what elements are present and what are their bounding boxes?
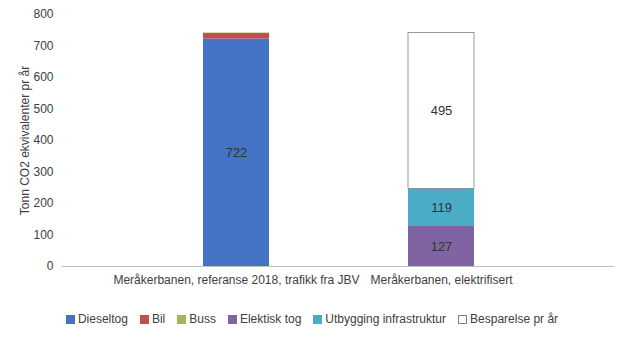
svg-text:495: 495 xyxy=(431,103,453,118)
svg-text:Meråkerbanen, elektrifisert: Meråkerbanen, elektrifisert xyxy=(370,273,513,287)
html-text:Bil: Bil xyxy=(151,312,166,326)
svg-text:127: 127 xyxy=(431,239,453,254)
svg-text:800: 800 xyxy=(33,7,53,21)
html-text:Besparelse pr år: Besparelse pr år xyxy=(470,312,559,326)
svg-text:500: 500 xyxy=(33,102,53,116)
svg-text:600: 600 xyxy=(33,70,53,84)
html-text:Dieseltog: Dieseltog xyxy=(77,312,128,326)
svg-text:Tonn CO2 ekvivalenter pr år: Tonn CO2 ekvivalenter pr år xyxy=(18,66,32,215)
svg-text:Meråkerbanen, referanse 2018,: Meråkerbanen, referanse 2018, trafikk fr… xyxy=(113,273,359,287)
svg-text:200: 200 xyxy=(33,196,53,210)
svg-text:400: 400 xyxy=(33,133,53,147)
svg-text:700: 700 xyxy=(33,39,53,53)
svg-text:100: 100 xyxy=(33,228,53,242)
html-text:Buss: Buss xyxy=(189,312,216,326)
svg-text:722: 722 xyxy=(226,145,248,160)
svg-text:300: 300 xyxy=(33,165,53,179)
svg-text:0: 0 xyxy=(47,259,54,273)
html-text:Elektisk tog: Elektisk tog xyxy=(240,312,302,326)
svg-text:119: 119 xyxy=(431,200,452,215)
html-text:Utbygging infrastruktur: Utbygging infrastruktur xyxy=(325,312,446,326)
